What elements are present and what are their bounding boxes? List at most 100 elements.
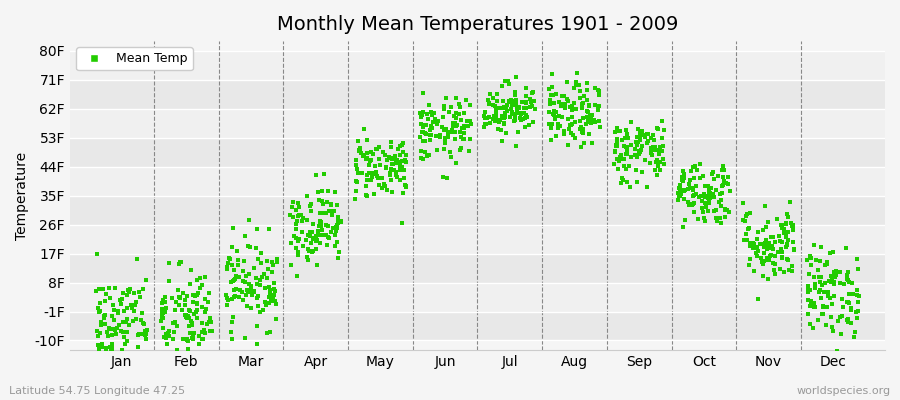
Point [548,114,562,120]
Point [843,320,858,326]
Point [671,185,686,191]
Point [768,261,782,268]
Point [131,288,146,295]
Point [592,118,607,124]
Point [768,270,782,277]
Point [479,121,493,127]
Point [815,282,830,288]
Point [416,138,430,144]
Point [331,216,346,222]
Point [508,74,523,80]
Point [717,207,732,213]
Point [129,315,143,322]
Point [770,216,784,222]
Point [527,105,542,112]
Point [226,278,240,284]
Point [222,254,237,261]
Point [722,208,736,215]
Point [505,108,519,115]
Point [385,161,400,167]
Point [828,268,842,275]
Title: Monthly Mean Temperatures 1901 - 2009: Monthly Mean Temperatures 1901 - 2009 [277,15,678,34]
Point [363,158,377,164]
Point [824,324,839,331]
Point [496,105,510,112]
Point [842,290,856,297]
Point [162,328,176,335]
Point [581,102,596,108]
Point [399,152,413,158]
Point [117,308,131,314]
Point [483,91,498,98]
Point [763,234,778,241]
Point [645,144,660,150]
Point [627,145,642,152]
Point [385,156,400,162]
Point [671,193,686,199]
Point [312,223,327,230]
Point [819,322,833,328]
Point [360,192,374,199]
Point [672,183,687,190]
Point [194,304,209,310]
Point [687,200,701,206]
Point [780,237,795,244]
Point [624,142,638,149]
Point [708,215,723,221]
Bar [70,138,885,167]
Point [482,100,497,106]
Point [671,197,686,203]
Point [812,274,826,280]
Point [490,104,504,111]
Point [387,166,401,173]
Point [657,126,671,133]
Point [683,184,698,191]
Point [452,111,466,117]
Point [359,137,374,143]
Point [717,167,732,173]
Point [436,174,450,180]
Point [156,315,170,322]
Point [554,114,569,120]
Point [194,282,209,288]
Point [420,111,435,118]
Point [285,214,300,220]
Point [262,300,276,306]
Point [847,333,861,340]
Point [849,309,863,316]
Point [166,336,181,342]
Point [835,313,850,320]
Point [489,110,503,117]
Point [787,224,801,230]
Point [520,114,535,120]
Point [390,174,404,180]
Point [837,281,851,288]
Point [579,121,593,127]
Point [310,236,324,243]
Point [353,145,367,151]
Point [757,250,771,256]
Point [812,289,826,296]
Point [368,163,382,169]
Point [750,244,764,250]
Point [552,99,566,105]
Point [172,294,186,300]
Point [615,137,629,143]
Point [513,115,527,121]
Point [814,274,828,280]
Point [850,256,864,262]
Point [175,306,189,313]
Point [518,124,533,130]
Point [184,281,198,288]
Point [568,135,582,141]
Point [827,281,842,287]
Point [447,129,462,135]
Point [565,121,580,128]
Point [120,291,134,298]
Point [367,191,382,197]
Point [198,330,212,336]
Point [363,158,377,164]
Point [846,291,860,297]
Point [312,240,327,247]
Point [488,103,502,109]
